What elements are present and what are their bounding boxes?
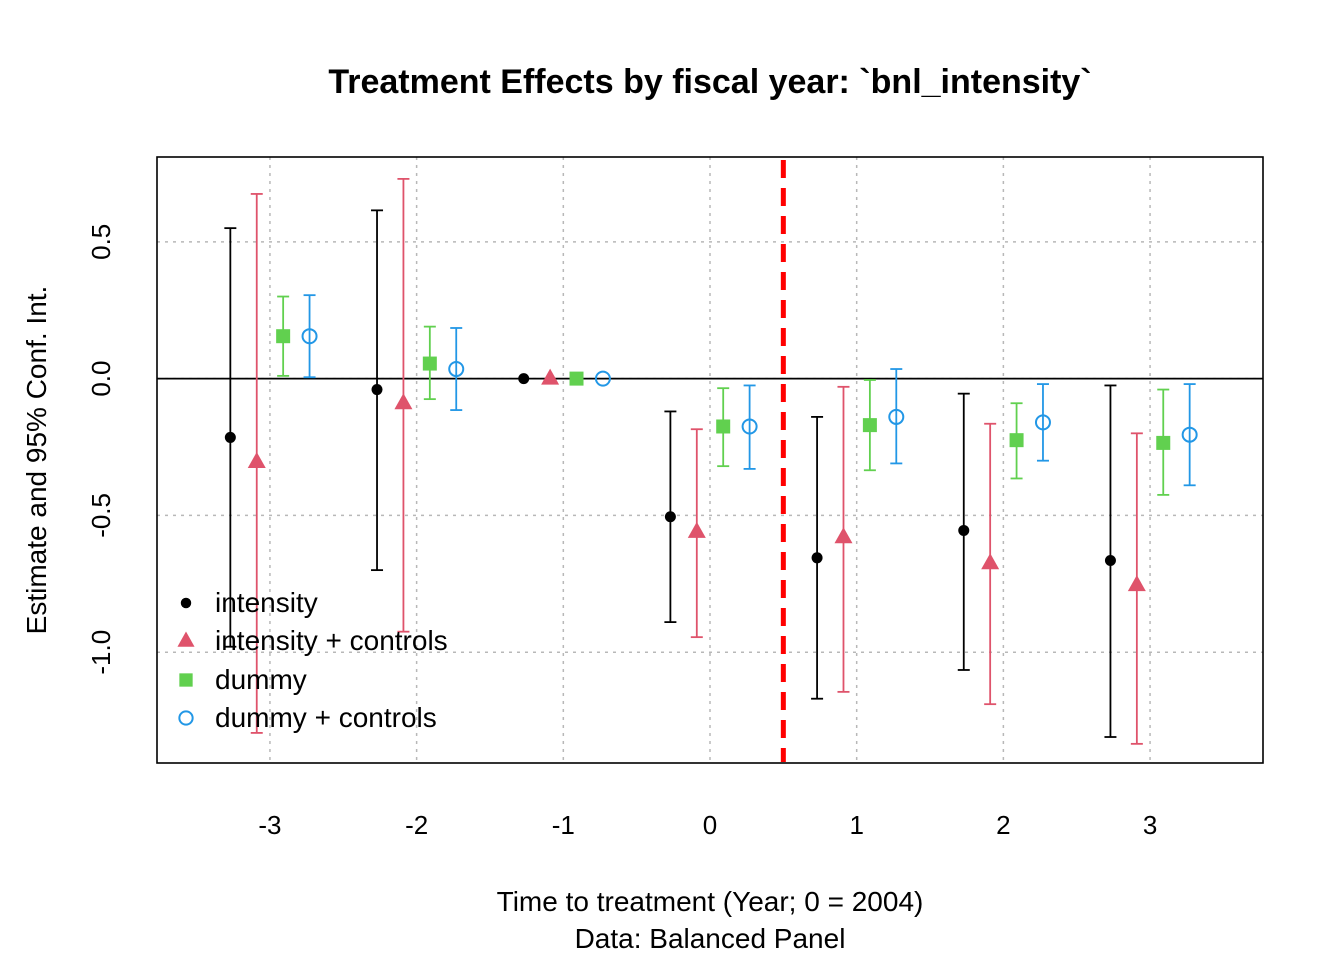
x-tick-label: -3 — [258, 810, 281, 840]
x-tick-label: 1 — [849, 810, 863, 840]
y-tick-label: -0.5 — [86, 493, 116, 538]
data-point — [741, 418, 758, 435]
y-tick-label: -1.0 — [86, 630, 116, 675]
chart-subtitle: Data: Balanced Panel — [575, 923, 846, 954]
y-axis: -1.0 -0.5 0.0 0.5 — [86, 224, 116, 675]
data-point — [834, 527, 853, 544]
legend-marker — [177, 631, 195, 647]
data-point — [1009, 433, 1024, 448]
legend-item-dummy-controls: dummy + controls — [178, 702, 437, 733]
y-axis-label: Estimate and 95% Conf. Int. — [21, 286, 52, 635]
data-point — [1156, 435, 1171, 450]
series-dummy-controls — [301, 294, 1198, 487]
data-point — [371, 384, 383, 396]
plot-frame — [156, 156, 1264, 764]
x-tick-label: -1 — [552, 810, 575, 840]
data-point — [422, 356, 437, 371]
data-point — [394, 393, 413, 410]
legend-marker — [179, 673, 193, 687]
y-tick-label: 0.5 — [86, 224, 116, 260]
legend: intensity intensity + controls dummy dummy … — [177, 587, 448, 733]
reference-lines — [157, 160, 1263, 762]
data-point — [888, 408, 905, 425]
y-tick-label: 0.0 — [86, 361, 116, 397]
x-axis: -3 -2 -1 0 1 2 3 — [258, 810, 1157, 840]
legend-label: intensity + controls — [215, 625, 448, 656]
data-point — [958, 524, 970, 536]
chart-title: Treatment Effects by fiscal year: `bnl_i… — [328, 63, 1091, 101]
x-tick-label: 3 — [1143, 810, 1157, 840]
series-dummy — [276, 295, 1171, 496]
legend-marker — [178, 710, 194, 726]
legend-label: intensity — [215, 587, 318, 618]
x-tick-label: 0 — [703, 810, 717, 840]
data-point — [541, 368, 560, 385]
legend-label: dummy + controls — [215, 702, 437, 733]
legend-label: dummy — [215, 664, 307, 695]
data-point — [301, 328, 318, 345]
data-point — [1104, 555, 1116, 567]
x-axis-label: Time to treatment (Year; 0 = 2004) — [497, 886, 924, 917]
series-layer — [224, 177, 1198, 745]
legend-item-intensity: intensity — [180, 587, 318, 618]
data-point — [1181, 426, 1198, 443]
grid — [157, 157, 1263, 763]
data-point — [1034, 414, 1051, 431]
data-point — [594, 370, 611, 387]
data-point — [1127, 575, 1146, 592]
data-point — [276, 329, 291, 344]
data-point — [811, 552, 823, 564]
data-point — [687, 521, 706, 538]
data-point — [569, 371, 584, 386]
data-point — [247, 452, 266, 469]
legend-item-dummy: dummy — [179, 664, 307, 695]
data-point — [716, 419, 731, 434]
data-point — [224, 431, 236, 443]
data-point — [518, 373, 530, 385]
series-intensity — [224, 209, 1117, 738]
legend-marker — [180, 597, 192, 609]
data-point — [981, 553, 1000, 570]
legend-item-intensity-controls: intensity + controls — [177, 625, 448, 656]
x-tick-label: 2 — [996, 810, 1010, 840]
data-point — [664, 511, 676, 523]
series-intensity-controls — [247, 177, 1146, 745]
x-tick-label: -2 — [405, 810, 428, 840]
data-point — [448, 361, 465, 378]
data-point — [862, 418, 877, 433]
